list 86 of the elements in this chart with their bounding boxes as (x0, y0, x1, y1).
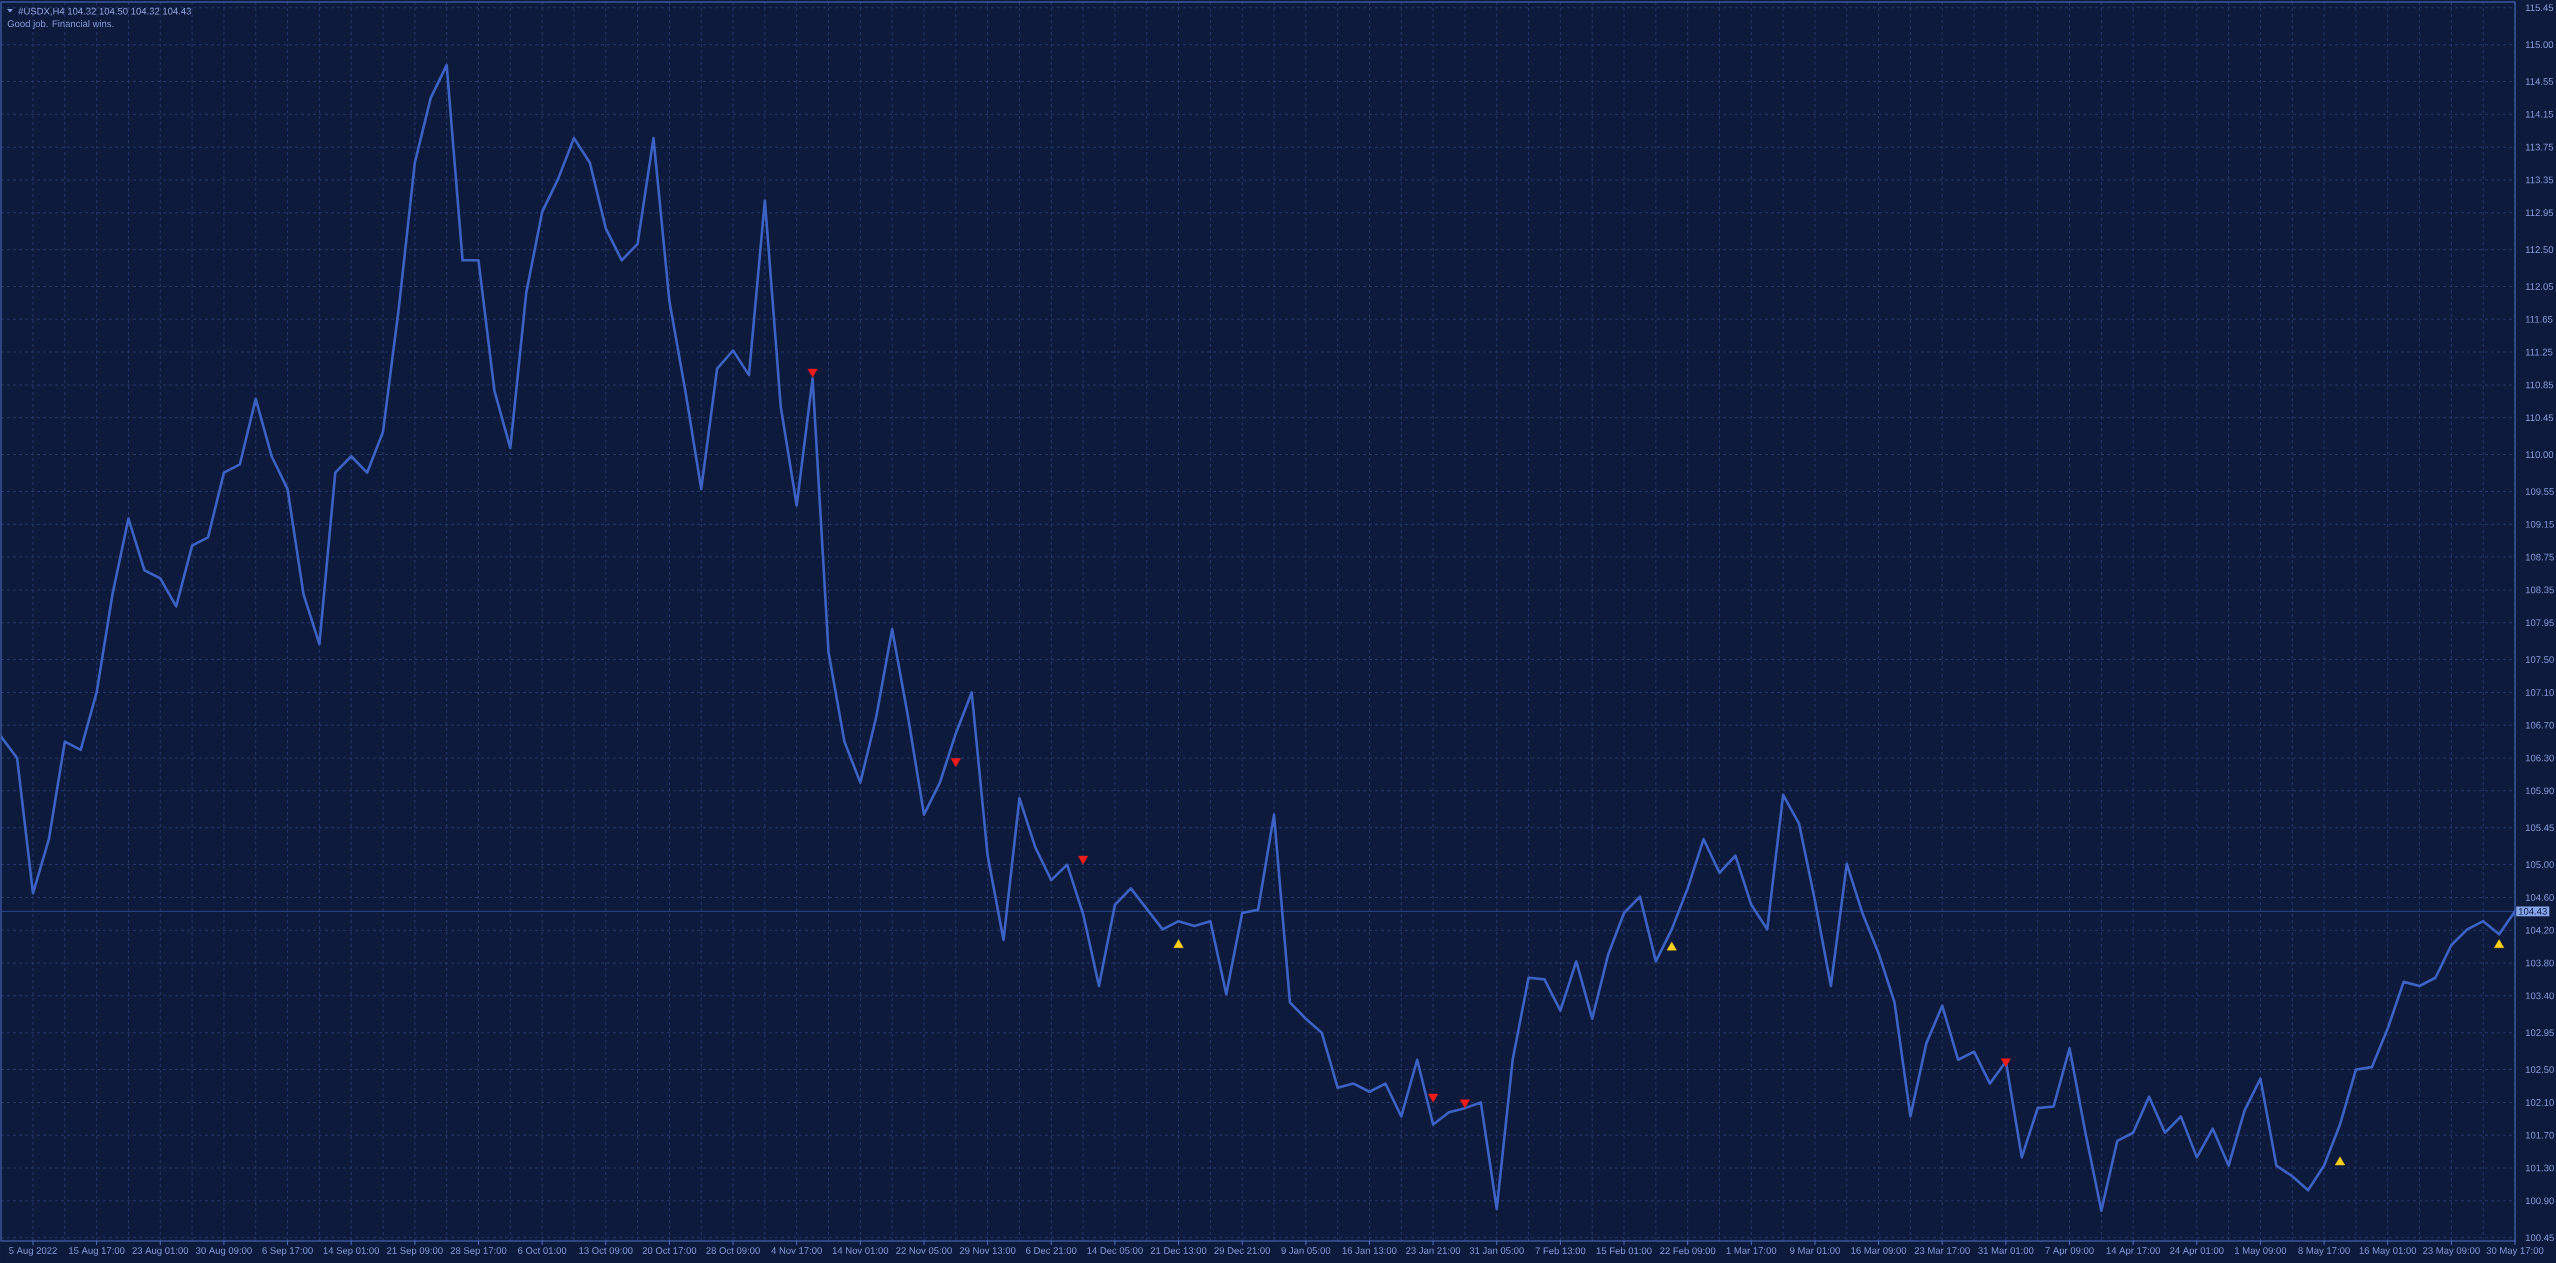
y-tick-label: 110.00 (2525, 451, 2554, 458)
x-tick-label: 14 Dec 05:00 (1087, 1247, 1143, 1254)
y-tick-label: 107.95 (2525, 619, 2554, 627)
x-tick-label: 8 May 17:00 (2298, 1247, 2350, 1256)
point (1078, 855, 1089, 865)
y-tick-label: 113.75 (2525, 143, 2554, 151)
y-tick-label: 112.05 (2525, 283, 2554, 290)
x-tick-label: 1 Mar 17:00 (1726, 1247, 1777, 1254)
x-tick-label: 22 Nov 05:00 (896, 1247, 952, 1254)
x-tick-label: 24 Apr 01:00 (2170, 1247, 2224, 1256)
y-tick-label: 102.10 (2525, 1099, 2554, 1106)
y-tick-label: 107.10 (2525, 689, 2554, 696)
x-tick-label: 5 Aug 2022 (9, 1247, 57, 1256)
y-tick-label: 112.95 (2525, 209, 2554, 217)
x-tick-label: 6 Sep 17:00 (262, 1247, 313, 1256)
y-tick-label: 100.45 (2525, 1234, 2554, 1242)
x-tick-label: 31 Jan 05:00 (1469, 1247, 1524, 1254)
y-tick-label: 112.50 (2525, 246, 2554, 253)
x-tick-label: 15 Feb 01:00 (1596, 1247, 1652, 1255)
y-tick-label: 101.30 (2525, 1164, 2554, 1172)
x-tick-label: 7 Apr 09:00 (2045, 1247, 2094, 1256)
x-tick-label: 13 Oct 09:00 (579, 1247, 633, 1254)
x-tick-label: 29 Dec 21:00 (1214, 1247, 1271, 1254)
y-tick-label: 104.20 (2525, 926, 2554, 934)
y-tick-label: 114.55 (2525, 78, 2554, 85)
x-tick-label: 23 Mar 17:00 (1914, 1247, 1970, 1254)
x-tick-label: 31 Mar 01:00 (1978, 1247, 2034, 1254)
y-tick-label: 108.35 (2525, 586, 2554, 594)
x-tick-label: 23 May 09:00 (2423, 1247, 2480, 1256)
y-tick-label: 100.90 (2525, 1197, 2554, 1205)
ref-line-label: 104.43 (2518, 907, 2547, 915)
x-tick-label: 23 Aug 01:00 (132, 1247, 189, 1256)
x-tick-label: 21 Dec 13:00 (1150, 1247, 1207, 1254)
y-tick-label: 113.35 (2525, 176, 2554, 184)
y-tick-label: 111.65 (2525, 315, 2553, 323)
point (1428, 1093, 1439, 1103)
y-tick-label: 105.45 (2525, 824, 2554, 832)
text: Good job. Financial wins. (7, 20, 114, 29)
x-tick-label: 7 Feb 13:00 (1535, 1247, 1586, 1255)
x-tick-label: 1 May 09:00 (2235, 1247, 2287, 1256)
x-tick-label: 14 Nov 01:00 (832, 1247, 889, 1254)
x-tick-label: 14 Apr 17:00 (2106, 1247, 2160, 1256)
y-tick-label: 115.00 (2525, 41, 2554, 48)
y-tick-label: 102.95 (2525, 1029, 2554, 1037)
y-tick-label: 114.15 (2525, 111, 2554, 118)
x-tick-label: 6 Oct 01:00 (518, 1247, 567, 1254)
x-tick-label: 30 Aug 09:00 (196, 1247, 252, 1256)
y-tick-label: 104.60 (2525, 894, 2554, 901)
x-tick-label: 28 Oct 09:00 (706, 1247, 760, 1254)
x-tick-label: 14 Sep 01:00 (323, 1247, 380, 1256)
y-tick-label: 109.15 (2525, 520, 2554, 528)
point (1459, 1099, 1470, 1109)
y-tick-label: 102.50 (2525, 1066, 2554, 1073)
y-tick-label: 105.00 (2525, 861, 2554, 868)
x-tick-label: 21 Sep 09:00 (387, 1247, 443, 1256)
y-tick-label: 101.70 (2525, 1131, 2554, 1139)
x-tick-label: 20 Oct 17:00 (642, 1247, 697, 1254)
y-tick-label: 106.70 (2525, 721, 2554, 729)
x-tick-label: 16 Mar 09:00 (1851, 1247, 1907, 1254)
y-tick-label: 107.50 (2525, 656, 2554, 663)
point (950, 758, 961, 767)
x-tick-label: 6 Dec 21:00 (1026, 1247, 1077, 1254)
x-tick-label: 23 Jan 21:00 (1406, 1247, 1461, 1254)
y-tick-label: 115.45 (2525, 4, 2554, 12)
x-tick-label: 9 Jan 05:00 (1281, 1247, 1331, 1254)
y-tick-label: 110.85 (2525, 381, 2554, 389)
y-tick-label: 111.25 (2525, 348, 2553, 356)
x-tick-label: 22 Feb 09:00 (1660, 1247, 1716, 1255)
y-tick-label: 108.75 (2525, 553, 2554, 561)
x-tick-label: 30 May 17:00 (2486, 1247, 2544, 1256)
x-tick-label: 29 Nov 13:00 (959, 1247, 1016, 1254)
text: #USDX,H4 104.32 104.50 104.32 104.43 (18, 7, 192, 16)
y-tick-label: 103.80 (2525, 959, 2554, 967)
point (807, 368, 818, 378)
x-tick-label: 15 Aug 17:00 (69, 1247, 125, 1256)
point (2000, 1058, 2011, 1068)
x-tick-label: 4 Nov 17:00 (771, 1247, 822, 1254)
y-tick-label: 103.40 (2525, 992, 2554, 1000)
x-tick-label: 28 Sep 17:00 (450, 1247, 507, 1256)
y-tick-label: 105.90 (2525, 787, 2554, 795)
x-tick-label: 16 Jan 13:00 (1342, 1247, 1397, 1254)
y-tick-label: 110.45 (2525, 414, 2554, 422)
x-tick-label: 9 Mar 01:00 (1790, 1247, 1840, 1254)
y-tick-label: 109.55 (2525, 488, 2554, 495)
y-tick-label: 106.30 (2525, 754, 2554, 762)
x-tick-label: 16 May 01:00 (2359, 1247, 2417, 1256)
